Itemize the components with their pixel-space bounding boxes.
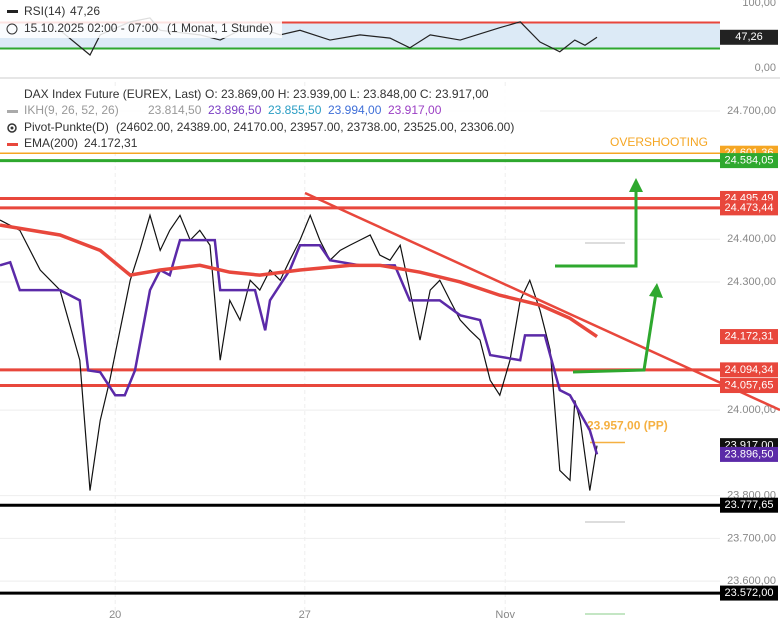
markers — [585, 242, 625, 615]
arrow-head — [629, 178, 643, 192]
x-tick-label: 27 — [299, 609, 311, 621]
level-label-box — [720, 153, 778, 169]
legend-icon — [7, 143, 18, 146]
x-tick-label: 20 — [109, 609, 121, 621]
annotation: OVERSHOOTING — [610, 135, 708, 149]
y-tick-label: 24.000,00 — [727, 404, 776, 416]
series-line — [0, 213, 598, 491]
legend-icon-dot — [10, 126, 14, 130]
trend-line — [304, 191, 780, 412]
level-label: 24.584,05 — [725, 155, 774, 167]
legend-value: 23.814,50 — [148, 103, 202, 117]
y-tick-label: 23.600,00 — [727, 575, 776, 587]
level-label-box — [720, 497, 778, 513]
level-label: 24.094,34 — [725, 364, 774, 376]
y-tick-label: 24.300,00 — [727, 276, 776, 288]
legend-text: (24602.00, 24389.00, 24170.00, 23957.00,… — [116, 120, 514, 134]
legend-name: Pivot-Punkte(D) — [24, 120, 109, 134]
legend-subtitle: 15.10.2025 02:00 - 07:00 — [24, 21, 158, 35]
last-value-box — [720, 29, 778, 45]
legend-title: RSI(14) — [24, 4, 65, 18]
legend-subtitle-note: (1 Monat, 1 Stunde) — [167, 21, 273, 35]
legend-icon — [7, 10, 18, 13]
last-value-label: 47,26 — [735, 31, 763, 43]
arrow-head — [649, 283, 663, 298]
clock-icon — [6, 23, 18, 35]
legend-bg — [0, 2, 282, 38]
legend-value: 23.855,50 — [268, 103, 322, 117]
arrow — [572, 292, 658, 374]
level-label: 24.057,65 — [725, 379, 774, 391]
legend-value: 23.917,00 — [388, 103, 442, 117]
level-label: 23.572,00 — [725, 587, 774, 599]
legend-name: EMA(200) — [24, 136, 78, 150]
legend-name: DAX Index Future (EUREX, Last) — [24, 87, 201, 101]
level-label-box — [720, 585, 778, 601]
legend-bg — [0, 86, 540, 152]
legend: RSI(14) 47,26 15.10.2025 02:00 - 07:00 (1 M… — [0, 2, 540, 152]
y-tick-label: 0,00 — [755, 62, 776, 74]
legend-text: O: 23.869,00 H: 23.939,00 L: 23.848,00 C… — [205, 87, 489, 101]
series-line — [0, 223, 598, 339]
level-label: 23.777,65 — [725, 499, 774, 511]
level-label-box — [720, 362, 778, 378]
legend-value: 23.896,50 — [208, 103, 262, 117]
legend-value: 23.994,00 — [328, 103, 382, 117]
arrow — [555, 190, 638, 268]
price-panel: 24.700,00 24.400,00 24.300,00 24.000,00 23.8… — [0, 82, 778, 621]
y-tick-label: 23.700,00 — [727, 532, 776, 544]
legend-value: 47,26 — [70, 4, 100, 18]
x-tick-label: Nov — [495, 609, 515, 621]
legend-icon — [7, 110, 18, 113]
last-value-box — [720, 329, 778, 345]
last-value-label: 24.172,31 — [725, 330, 774, 342]
last-value-box — [720, 446, 778, 462]
legend-name: IKH(9, 26, 52, 26) — [24, 103, 119, 117]
arrows — [555, 190, 658, 374]
legend-text: 24.172,31 — [84, 136, 138, 150]
y-tick-label: 24.400,00 — [727, 233, 776, 245]
legend-icon — [7, 123, 17, 133]
level-label: 24.473,44 — [725, 202, 774, 214]
level-label-box — [720, 200, 778, 216]
y-tick-label: 24.700,00 — [727, 105, 776, 117]
y-tick-label: 100,00 — [742, 0, 776, 9]
pivot-label: 23.957,00 (PP) — [587, 419, 668, 433]
last-value-label: 23.896,50 — [725, 448, 774, 460]
series-line — [0, 238, 599, 455]
